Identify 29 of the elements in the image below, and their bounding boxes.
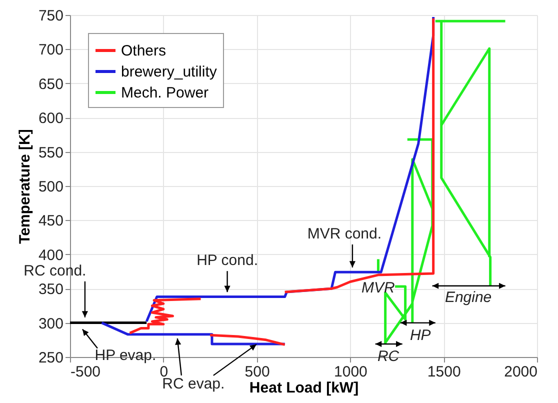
legend-label: brewery_utility bbox=[121, 64, 218, 80]
y-tick-label: 550 bbox=[38, 144, 64, 162]
annotation: Engine bbox=[444, 288, 492, 306]
x-tick-label: 500 bbox=[244, 364, 270, 380]
x-tick-label: 1500 bbox=[427, 364, 461, 380]
x-tick-label: -500 bbox=[70, 364, 101, 380]
annotation: MVR cond. bbox=[307, 225, 382, 242]
y-tick-label: 750 bbox=[38, 8, 64, 24]
annotation: HP evap. bbox=[94, 347, 156, 364]
y-tick-label: 650 bbox=[38, 76, 64, 93]
y-tick-label: 250 bbox=[38, 350, 64, 366]
y-axis-title: Temperature [K] bbox=[16, 129, 34, 244]
x-axis-title: Heat Load [kW] bbox=[249, 380, 359, 396]
annotation: HP cond. bbox=[196, 252, 258, 270]
annotation: RC cond. bbox=[24, 262, 86, 280]
annotation: MVR bbox=[362, 279, 396, 296]
legend-label: Others bbox=[121, 42, 166, 60]
y-tick-label: 400 bbox=[38, 246, 64, 264]
y-tick-label: 350 bbox=[38, 281, 64, 298]
legend-label: Mech. Power bbox=[121, 84, 209, 102]
x-tick-label: 2000 bbox=[504, 364, 538, 380]
annotation: RC bbox=[377, 348, 400, 365]
y-tick-label: 300 bbox=[38, 315, 64, 332]
y-tick-label: 600 bbox=[38, 110, 64, 128]
y-tick-label: 500 bbox=[38, 178, 64, 196]
y-tick-label: 700 bbox=[38, 42, 64, 59]
y-tick-label: 450 bbox=[38, 212, 64, 230]
x-tick-label: 1000 bbox=[334, 364, 368, 380]
annotation: HP bbox=[410, 326, 431, 344]
